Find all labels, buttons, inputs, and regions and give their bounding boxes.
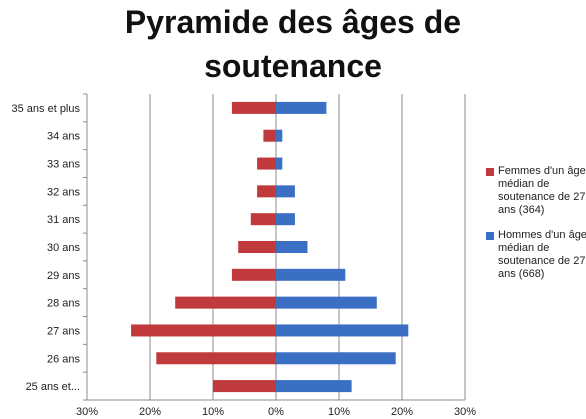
y-tick-label: 29 ans: [47, 270, 81, 282]
legend-item-femmes: Femmes d'un âge médian de soutenance de …: [484, 165, 586, 217]
bar-hommes-8: [276, 324, 409, 337]
x-tick-label: 30%: [454, 406, 476, 418]
bar-femmes-1: [263, 129, 276, 142]
x-tick-label: 10%: [328, 406, 350, 418]
y-tick-label: 32 ans: [47, 186, 81, 198]
bar-hommes-9: [276, 352, 396, 365]
x-tick-label: 20%: [139, 406, 161, 418]
bar-hommes-3: [276, 185, 295, 198]
chart-title-line-2: soutenance: [204, 48, 382, 84]
y-tick-label: 35 ans et plus: [12, 103, 81, 115]
bar-femmes-4: [250, 213, 276, 226]
x-tick-label: 30%: [76, 406, 98, 418]
bar-hommes-6: [276, 268, 346, 281]
bar-hommes-0: [276, 101, 327, 114]
y-tick-label: 27 ans: [47, 325, 81, 337]
bar-hommes-10: [276, 380, 352, 393]
legend-swatch-femmes: [486, 168, 494, 176]
bar-femmes-0: [231, 101, 276, 114]
y-tick-label: 34 ans: [47, 131, 81, 143]
x-tick-label: 10%: [202, 406, 224, 418]
x-tick-label: 0%: [268, 406, 284, 418]
legend-swatch-hommes: [486, 232, 494, 240]
y-tick-label: 26 ans: [47, 353, 81, 365]
legend-label-hommes: Hommes d'un âge médian de soutenance de …: [498, 229, 586, 280]
x-tick-label: 20%: [391, 406, 413, 418]
bar-femmes-7: [175, 296, 276, 309]
bar-femmes-5: [238, 241, 276, 253]
legend-item-hommes: Hommes d'un âge médian de soutenance de …: [484, 229, 586, 281]
bar-hommes-7: [276, 296, 377, 309]
bar-femmes-3: [257, 185, 276, 198]
bar-femmes-6: [231, 268, 276, 281]
y-tick-label: 28 ans: [47, 298, 81, 310]
bar-hommes-2: [276, 157, 283, 170]
bar-femmes-2: [257, 157, 276, 170]
bar-hommes-1: [276, 129, 283, 142]
chart-title-line-1: Pyramide des âges de: [124, 4, 462, 40]
y-tick-label: 33 ans: [47, 159, 81, 171]
y-tick-label: 31 ans: [47, 214, 81, 226]
legend-label-femmes: Femmes d'un âge médian de soutenance de …: [498, 165, 586, 216]
y-tick-label: 30 ans: [47, 242, 81, 254]
legend: Femmes d'un âge médian de soutenance de …: [484, 165, 586, 293]
bar-femmes-8: [131, 324, 276, 337]
chart-title: Pyramide des âges de soutenance: [0, 0, 586, 88]
bar-hommes-5: [276, 241, 308, 253]
bar-femmes-10: [213, 380, 276, 393]
bar-femmes-9: [156, 352, 276, 365]
bar-hommes-4: [276, 213, 295, 226]
y-tick-label: 25 ans et...: [26, 381, 80, 393]
